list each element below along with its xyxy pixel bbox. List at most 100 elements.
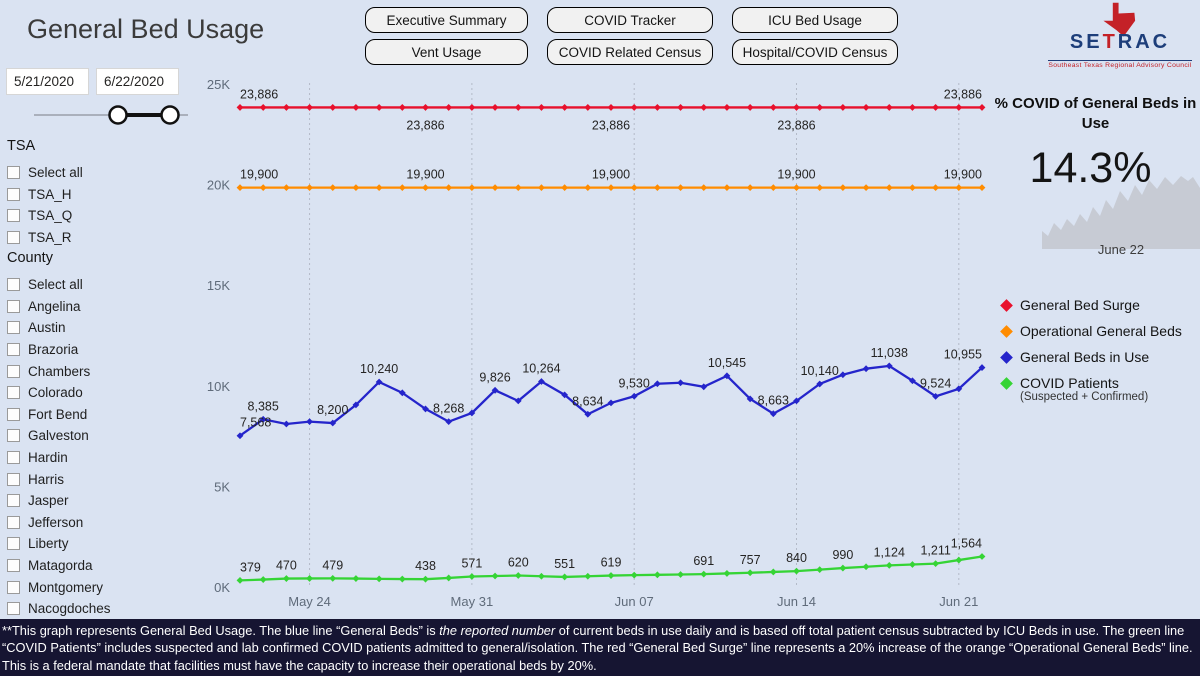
- checkbox-icon[interactable]: [7, 580, 20, 594]
- county-filter-list: Select all Angelina Austin Brazoria Chambers…: [6, 274, 211, 620]
- checkbox-icon[interactable]: [7, 559, 20, 573]
- tsa-item-tsa-h[interactable]: TSA_H: [6, 184, 211, 206]
- slider-handle-start[interactable]: [108, 105, 128, 125]
- checkbox-icon[interactable]: [7, 343, 20, 357]
- checkbox-icon[interactable]: [7, 451, 20, 465]
- series-operational-general-beds: 19,900 19,900 19,900 19,900 19,900: [236, 168, 986, 192]
- tsa-item-tsa-q[interactable]: TSA_Q: [6, 205, 211, 227]
- checkbox-icon[interactable]: [7, 472, 20, 486]
- tsa-filter-list: Select all TSA_H TSA_Q TSA_R: [6, 162, 211, 248]
- checkbox-icon[interactable]: [7, 429, 20, 443]
- date-end-input[interactable]: 6/22/2020: [96, 68, 179, 95]
- nav-hospital-covid-census-button[interactable]: Hospital/COVID Census: [732, 39, 898, 65]
- checkbox-icon[interactable]: [7, 166, 20, 180]
- county-item-montgomery[interactable]: Montgomery: [6, 576, 211, 598]
- series-general-beds-in-use: 7,568 8,385 8,200 10,240 8,268 9,826 10,264 8,6…: [236, 346, 986, 440]
- county-item-austin[interactable]: Austin: [6, 317, 211, 339]
- legend-diamond-icon: [1000, 376, 1013, 390]
- county-item-angelina[interactable]: Angelina: [6, 296, 211, 318]
- county-section-header: County: [7, 250, 53, 266]
- legend-label: Operational General Beds: [1020, 323, 1182, 339]
- logo-tagline: Southeast Texas Regional Advisory Counci…: [1048, 60, 1192, 69]
- checkbox-icon[interactable]: [7, 278, 20, 292]
- checkbox-label: Hardin: [28, 450, 68, 466]
- checkbox-icon[interactable]: [7, 321, 20, 335]
- gridlines: [309, 83, 960, 588]
- svg-text:379: 379: [240, 560, 261, 574]
- svg-text:691: 691: [693, 554, 714, 568]
- x-axis-labels: May 24 May 31 Jun 07 Jun 14 Jun 21: [288, 594, 978, 609]
- county-item-colorado[interactable]: Colorado: [6, 382, 211, 404]
- svg-text:20K: 20K: [207, 178, 230, 193]
- legend-diamond-icon: [1000, 298, 1013, 312]
- tsa-item-tsa-r[interactable]: TSA_R: [6, 227, 211, 249]
- county-item-nacogdoches[interactable]: Nacogdoches: [6, 598, 211, 620]
- county-item-liberty[interactable]: Liberty: [6, 533, 211, 555]
- legend-item-general-beds-in-use[interactable]: General Beds in Use: [1000, 344, 1200, 370]
- nav-icu-bed-usage-button[interactable]: ICU Bed Usage: [732, 7, 898, 33]
- checkbox-icon[interactable]: [7, 515, 20, 529]
- svg-text:23,886: 23,886: [406, 118, 444, 132]
- county-item-chambers[interactable]: Chambers: [6, 360, 211, 382]
- tsa-section-header: TSA: [7, 138, 36, 154]
- county-item-select-all[interactable]: Select all: [6, 274, 211, 296]
- checkbox-icon[interactable]: [7, 494, 20, 508]
- nav-covid-tracker-button[interactable]: COVID Tracker: [547, 7, 713, 33]
- county-item-jasper[interactable]: Jasper: [6, 490, 211, 512]
- logo-rac: RAC: [1117, 31, 1171, 53]
- svg-text:Jun 21: Jun 21: [939, 594, 978, 609]
- legend-item-operational-general-beds[interactable]: Operational General Beds: [1000, 318, 1200, 344]
- county-item-jefferson[interactable]: Jefferson: [6, 512, 211, 534]
- date-start-input[interactable]: 5/21/2020: [6, 68, 89, 95]
- kpi-date-label: June 22: [1097, 242, 1145, 257]
- svg-text:10,545: 10,545: [708, 356, 746, 370]
- legend-item-covid-patients[interactable]: COVID Patients: [1000, 370, 1200, 396]
- svg-text:0K: 0K: [214, 580, 230, 595]
- svg-text:479: 479: [322, 558, 343, 572]
- svg-text:840: 840: [786, 551, 807, 565]
- svg-text:438: 438: [415, 559, 436, 573]
- checkbox-icon[interactable]: [7, 602, 20, 616]
- checkbox-label: Matagorda: [28, 558, 93, 574]
- county-item-matagorda[interactable]: Matagorda: [6, 555, 211, 577]
- svg-text:990: 990: [832, 548, 853, 562]
- county-item-galveston[interactable]: Galveston: [6, 425, 211, 447]
- general-bed-usage-chart: May 24 May 31 Jun 07 Jun 14 Jun 21 0K 5K 10K 15K…: [190, 75, 1000, 615]
- setrac-wordmark: SETRAC: [1040, 31, 1200, 54]
- svg-text:19,900: 19,900: [944, 168, 982, 182]
- checkbox-icon[interactable]: [7, 209, 20, 223]
- county-item-harris[interactable]: Harris: [6, 468, 211, 490]
- checkbox-icon[interactable]: [7, 386, 20, 400]
- svg-text:10,264: 10,264: [522, 361, 560, 375]
- checkbox-label: Galveston: [28, 428, 89, 444]
- checkbox-label: Montgomery: [28, 579, 104, 595]
- checkbox-label: TSA_Q: [28, 208, 73, 224]
- county-item-hardin[interactable]: Hardin: [6, 447, 211, 469]
- checkbox-icon[interactable]: [7, 364, 20, 378]
- date-range-slider[interactable]: [28, 101, 193, 129]
- tsa-item-select-all[interactable]: Select all: [6, 162, 211, 184]
- svg-text:1,124: 1,124: [874, 545, 905, 559]
- checkbox-icon[interactable]: [7, 299, 20, 313]
- county-item-brazoria[interactable]: Brazoria: [6, 339, 211, 361]
- svg-text:619: 619: [601, 556, 622, 570]
- footnote-text-1: **This graph represents General Bed Usag…: [2, 623, 440, 638]
- legend-diamond-icon: [1000, 324, 1013, 338]
- checkbox-icon[interactable]: [7, 231, 20, 245]
- svg-text:1,211: 1,211: [920, 544, 950, 558]
- nav-executive-summary-button[interactable]: Executive Summary: [365, 7, 528, 33]
- legend-item-general-bed-surge[interactable]: General Bed Surge: [1000, 292, 1200, 318]
- nav-vent-usage-button[interactable]: Vent Usage: [365, 39, 528, 65]
- legend-label: General Beds in Use: [1020, 349, 1150, 365]
- checkbox-label: Angelina: [28, 298, 81, 314]
- svg-text:7,568: 7,568: [240, 416, 271, 430]
- checkbox-label: TSA_R: [28, 230, 72, 246]
- checkbox-label: Liberty: [28, 536, 69, 552]
- county-item-fort-bend[interactable]: Fort Bend: [6, 404, 211, 426]
- checkbox-icon[interactable]: [7, 187, 20, 201]
- checkbox-icon[interactable]: [7, 407, 20, 421]
- slider-handle-end[interactable]: [160, 105, 180, 125]
- checkbox-icon[interactable]: [7, 537, 20, 551]
- svg-text:551: 551: [554, 557, 575, 571]
- nav-covid-related-census-button[interactable]: COVID Related Census: [547, 39, 713, 65]
